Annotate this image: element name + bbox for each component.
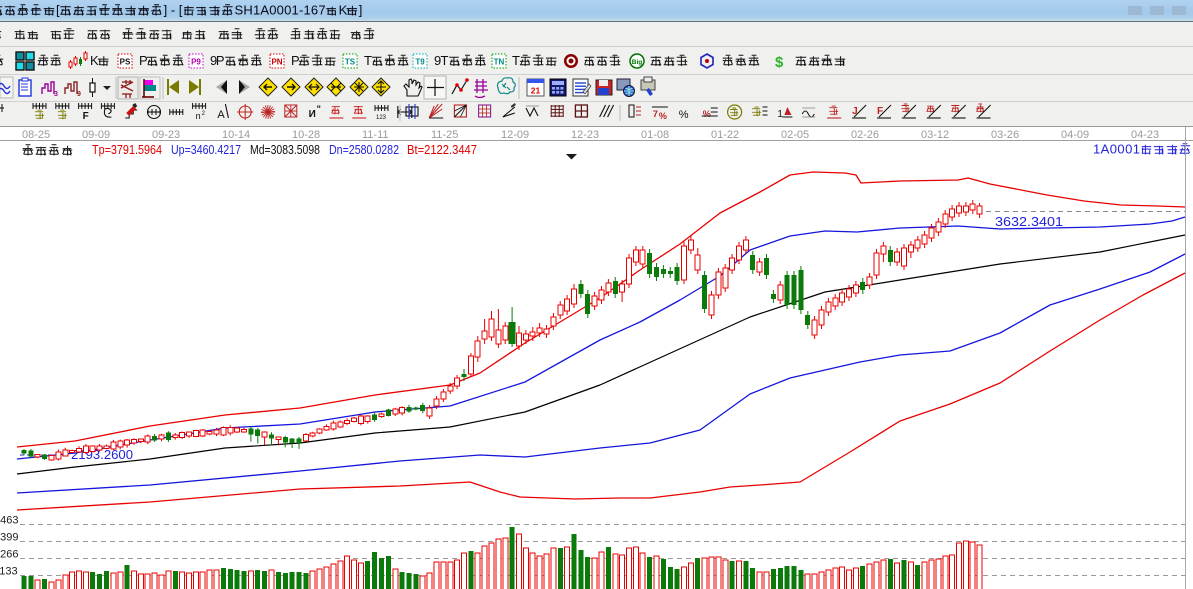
svg-text:9P: 9P (210, 53, 225, 68)
svg-text:1133: 1133 (0, 566, 18, 578)
svg-text:02-05: 02-05 (781, 129, 809, 141)
svg-text:01-22: 01-22 (711, 129, 739, 141)
svg-text:] - [: ] - [ (164, 3, 183, 18)
svg-text:K: K (339, 3, 348, 18)
svg-text:2: 2 (202, 111, 206, 117)
svg-text:3: 3 (54, 91, 58, 98)
svg-text:[: [ (56, 3, 60, 18)
svg-text:02-26: 02-26 (851, 129, 879, 141)
svg-text:08-25: 08-25 (22, 129, 50, 141)
svg-text:T9: T9 (415, 58, 425, 67)
svg-text:]: ] (359, 3, 363, 18)
svg-text:TS: TS (345, 58, 356, 67)
svg-text:P9: P9 (191, 58, 201, 67)
svg-text:123: 123 (376, 115, 387, 121)
svg-text:$: $ (775, 54, 784, 71)
svg-text:F: F (83, 111, 89, 122)
svg-text:Md=3083.5098: Md=3083.5098 (250, 143, 320, 157)
svg-text:PN: PN (271, 58, 282, 67)
svg-text:10-14: 10-14 (222, 129, 250, 141)
svg-text:T: T (364, 53, 372, 68)
svg-text:P: P (291, 53, 300, 68)
svg-text:9: 9 (77, 91, 81, 98)
svg-text:2266: 2266 (0, 549, 18, 561)
svg-text:09-23: 09-23 (152, 129, 180, 141)
svg-text:Tp=3791.5964: Tp=3791.5964 (92, 143, 162, 157)
svg-text:09-09: 09-09 (82, 129, 110, 141)
svg-text:4463: 4463 (0, 515, 18, 527)
svg-text:9T: 9T (434, 53, 449, 68)
svg-text:Bt=2122.3447: Bt=2122.3447 (407, 143, 477, 157)
svg-text:": " (317, 104, 321, 114)
svg-text:%: % (703, 109, 711, 119)
svg-text:PS: PS (120, 58, 131, 67)
svg-text:21: 21 (531, 86, 541, 96)
svg-text:Big: Big (632, 59, 643, 66)
svg-text:A: A (217, 109, 225, 121)
svg-text:1A0001: 1A0001 (1093, 142, 1140, 157)
svg-text:%: % (659, 111, 667, 121)
svg-text:11-11: 11-11 (362, 129, 389, 141)
svg-text:Dn=2580.0282: Dn=2580.0282 (329, 143, 399, 157)
svg-text:04-09: 04-09 (1061, 129, 1089, 141)
svg-text:J: J (852, 106, 858, 117)
svg-text:7: 7 (653, 109, 658, 119)
svg-text:%: % (679, 109, 689, 121)
svg-text:SH1A0001-167: SH1A0001-167 (235, 3, 326, 18)
svg-text:3632.3401: 3632.3401 (995, 215, 1063, 229)
svg-text:P: P (139, 53, 148, 68)
svg-text:K: K (90, 53, 99, 68)
svg-text:03-26: 03-26 (991, 129, 1019, 141)
svg-text:12-09: 12-09 (501, 129, 529, 141)
svg-text:11-25: 11-25 (431, 129, 458, 141)
svg-text:TN: TN (494, 58, 505, 67)
svg-text:Up=3460.4217: Up=3460.4217 (171, 143, 241, 157)
svg-text:01-08: 01-08 (641, 129, 669, 141)
svg-text:T: T (512, 53, 520, 68)
svg-text:F: F (877, 106, 883, 117)
svg-text:1: 1 (777, 109, 783, 120)
svg-text:n: n (196, 111, 201, 121)
svg-text:03-12: 03-12 (921, 129, 949, 141)
svg-text:04-23: 04-23 (1131, 129, 1159, 141)
svg-text:12-23: 12-23 (571, 129, 599, 141)
svg-text:И: И (309, 109, 316, 120)
svg-text:10-28: 10-28 (292, 129, 320, 141)
